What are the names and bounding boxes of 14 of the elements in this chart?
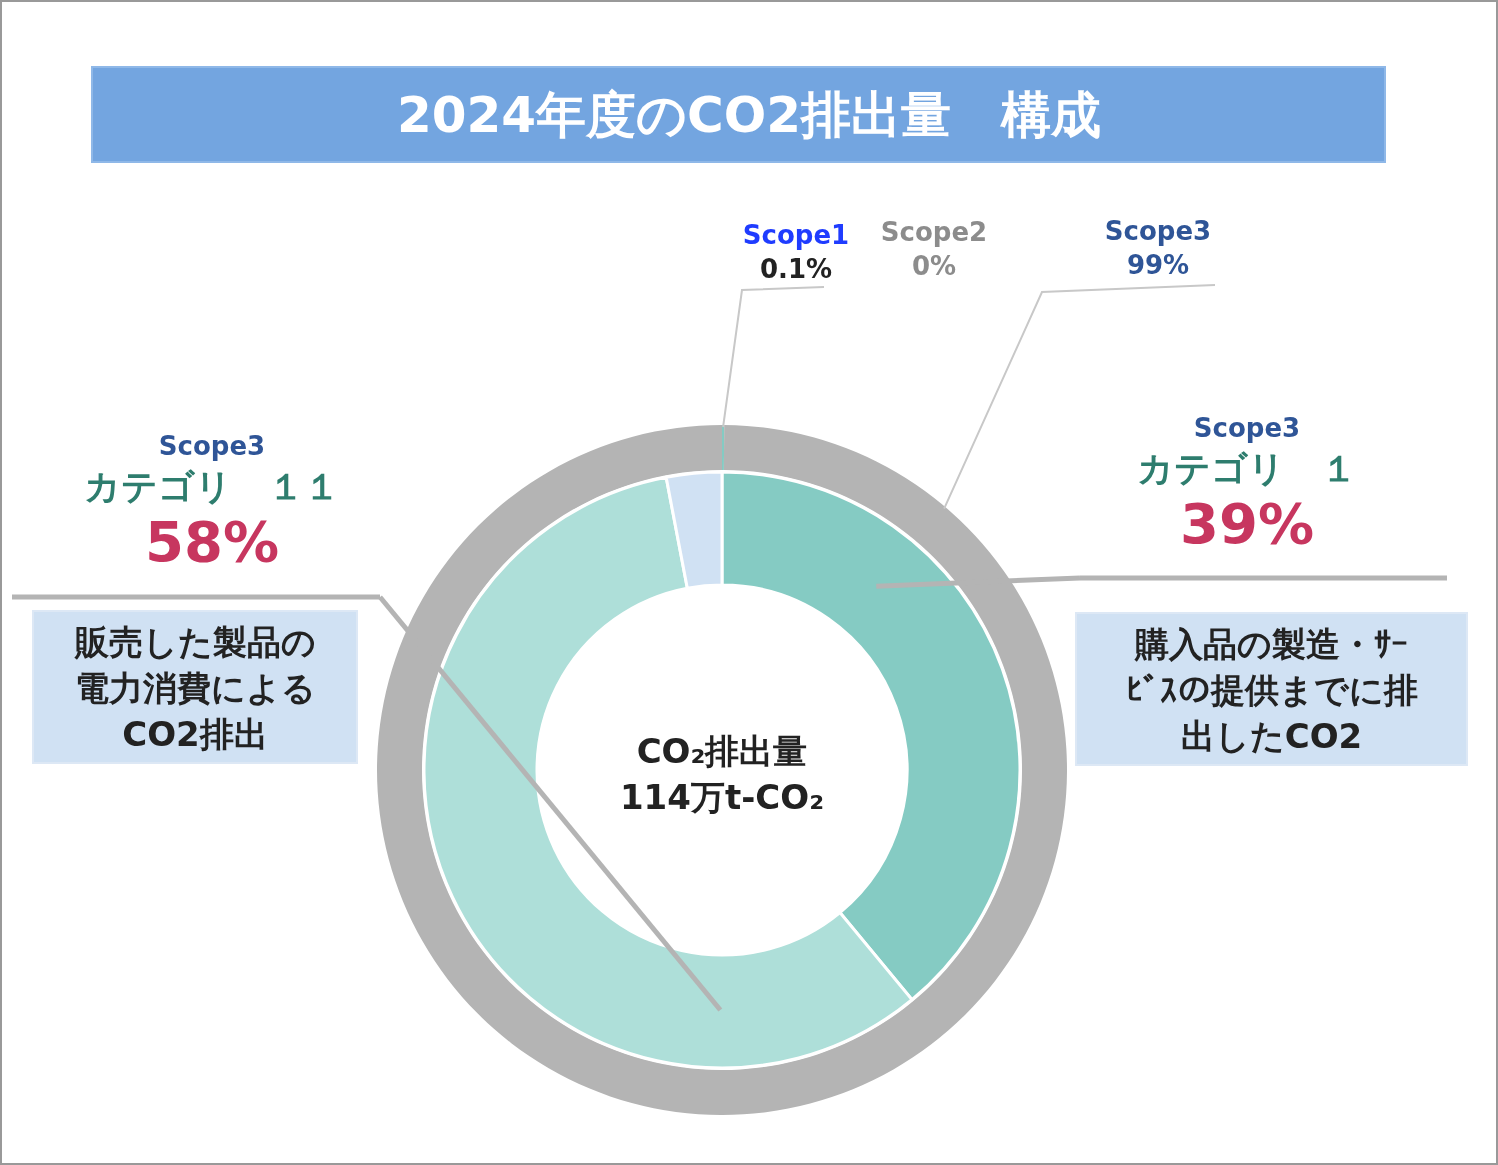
data-label: 0.1% — [759, 254, 833, 284]
data-label: 39% — [1178, 491, 1315, 556]
text: 購入品の製造・ｻｰﾋﾞｽの提供までに排出したCO2 — [1124, 623, 1419, 758]
data-label: 58% — [143, 509, 280, 574]
text: 0% — [911, 251, 957, 281]
chart-title: 2024年度のCO2排出量 構成 — [396, 85, 1102, 146]
category-label: Scope2 — [880, 217, 988, 247]
data-label: 99% — [1126, 250, 1190, 280]
slice-label: Scope3 カテゴリ １ — [1137, 412, 1357, 491]
slice-label: Scope3 カテゴリ １１ — [84, 430, 340, 509]
slice-label: Scope1 — [742, 220, 850, 250]
text: 販売した製品の電力消費によるCO2排出 — [73, 621, 317, 756]
text: CO₂排出量 114万t-CO₂ — [618, 730, 826, 819]
slice-label: Scope3 — [1104, 216, 1212, 246]
